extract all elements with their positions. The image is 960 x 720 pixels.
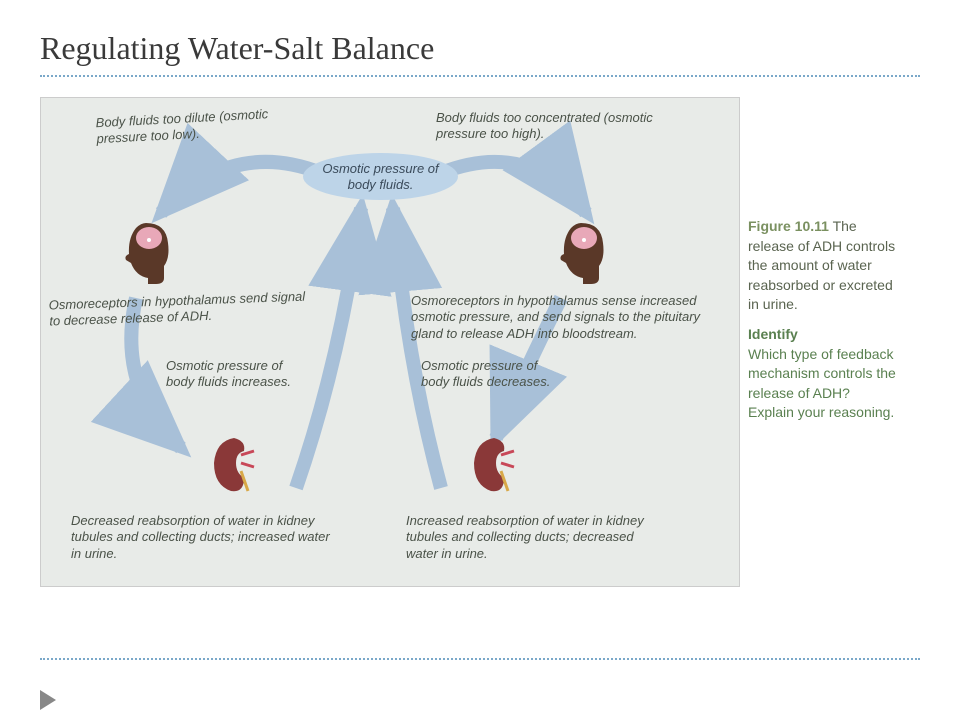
- identify-label: Identify: [748, 325, 898, 345]
- left-head-icon: [116, 218, 176, 288]
- identify-text: Which type of feedback mechanism control…: [748, 346, 896, 421]
- left-pressure-change: Osmotic pressure of body fluids increase…: [166, 358, 296, 391]
- right-kidney-result: Increased reabsorption of water in kidne…: [406, 513, 666, 562]
- right-top-condition: Body fluids too concentrated (osmotic pr…: [436, 110, 666, 143]
- right-kidney-icon: [466, 433, 511, 493]
- slide-bullet-icon: [40, 690, 56, 710]
- bottom-divider: [40, 658, 920, 660]
- page-title: Regulating Water-Salt Balance: [40, 30, 920, 67]
- central-node: Osmotic pressure of body fluids.: [303, 153, 458, 200]
- right-pressure-change: Osmotic pressure of body fluids decrease…: [421, 358, 551, 391]
- title-divider: [40, 75, 920, 77]
- right-head-icon: [551, 218, 611, 288]
- feedback-diagram: Osmotic pressure of body fluids. Body fl…: [40, 97, 740, 587]
- figure-label: Figure 10.11: [748, 218, 829, 234]
- figure-caption: Figure 10.11 The release of ADH controls…: [748, 97, 898, 587]
- left-kidney-result: Decreased reabsorption of water in kidne…: [71, 513, 331, 562]
- left-kidney-icon: [206, 433, 251, 493]
- right-hypothalamus-text: Osmoreceptors in hypothalamus sense incr…: [411, 293, 721, 342]
- content-area: Osmotic pressure of body fluids. Body fl…: [40, 97, 920, 587]
